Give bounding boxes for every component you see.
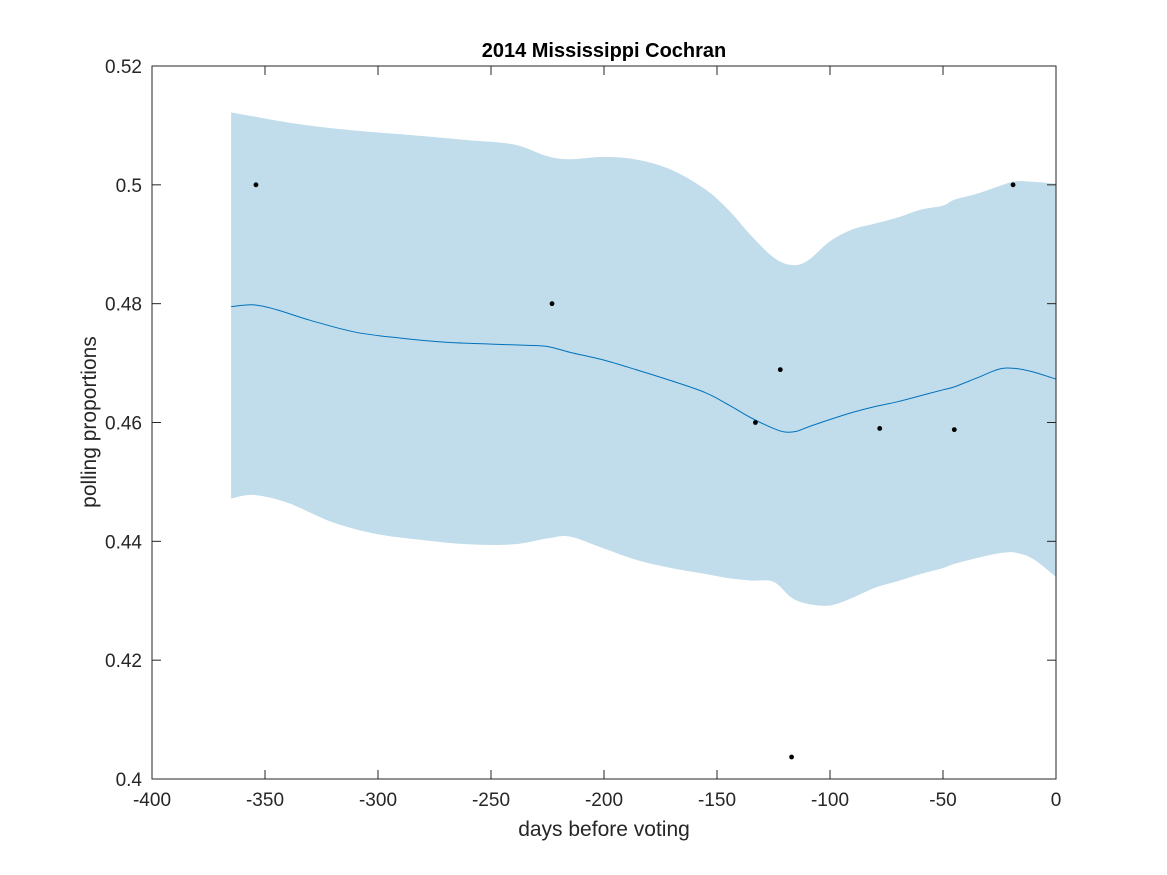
data-point [777,367,783,373]
x-tick-label: 0 [1051,790,1062,811]
mean-line [231,304,1057,433]
data-point [789,754,794,760]
x-tick-label: -50 [929,790,956,811]
data-point [253,182,259,188]
y-tick-label: 0.52 [105,57,142,78]
y-tick-label: 0.44 [105,532,142,553]
y-tick-label: 0.42 [105,651,142,672]
data-point [877,426,883,431]
data-point [549,301,555,307]
x-tick-label: -250 [472,790,510,811]
y-tick-label: 0.5 [116,176,142,197]
chart-title: 2014 Mississippi Cochran [482,40,727,62]
x-tick-label: -300 [359,790,397,811]
y-tick-label: 0.48 [105,295,142,316]
x-axis-label: days before voting [518,818,690,841]
data-point [951,427,957,433]
confidence-band [231,112,1057,606]
y-tick-label: 0.4 [116,770,143,791]
data-point [753,420,758,425]
x-tick-label: -350 [246,790,284,811]
x-tick-label: -100 [811,790,849,811]
y-axis-label: polling proportions [78,336,101,508]
y-tick-label: 0.46 [105,414,142,435]
x-tick-label: -150 [698,790,736,811]
x-tick-label: -200 [585,790,623,811]
data-point [1010,182,1016,188]
x-tick-label: -400 [133,790,171,811]
plot-area: -400 -350 -300 -250 -200 -150 -100 -50 0 0.4 0.42 0… [105,57,1061,811]
